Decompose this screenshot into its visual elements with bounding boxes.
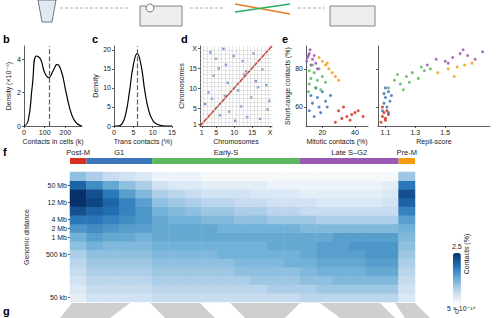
svg-text:60: 60	[295, 103, 303, 110]
svg-text:Repli-score: Repli-score	[416, 138, 452, 146]
svg-text:80: 80	[295, 65, 303, 72]
svg-text:200: 200	[60, 129, 72, 136]
svg-text:2.5: 2.5	[452, 243, 462, 250]
svg-text:50 kb: 50 kb	[50, 294, 67, 301]
svg-text:12 Mb: 12 Mb	[48, 199, 68, 206]
svg-text:Pre-M: Pre-M	[397, 148, 417, 157]
svg-text:15: 15	[189, 65, 197, 72]
svg-text:Density (×10⁻⁶): Density (×10⁻⁶)	[5, 62, 13, 110]
svg-text:0: 0	[107, 123, 111, 130]
svg-text:Mitotic contacts (%): Mitotic contacts (%)	[306, 138, 367, 146]
svg-text:f: f	[3, 146, 7, 158]
svg-text:Chromosomes: Chromosomes	[213, 138, 259, 145]
svg-text:Chromosomes: Chromosomes	[178, 63, 185, 109]
svg-text:0: 0	[112, 129, 116, 136]
svg-text:1.5: 1.5	[440, 129, 450, 136]
svg-text:Late S–G2: Late S–G2	[331, 148, 367, 157]
svg-text:1 Mb: 1 Mb	[51, 234, 67, 241]
svg-text:500 kb: 500 kb	[46, 251, 67, 258]
svg-text:5: 5	[214, 129, 218, 136]
svg-text:1.3: 1.3	[410, 129, 420, 136]
svg-text:15: 15	[168, 129, 176, 136]
svg-text:10: 10	[189, 85, 197, 92]
svg-text:Trans contacts (%): Trans contacts (%)	[114, 138, 172, 146]
svg-text:Post-M: Post-M	[66, 148, 90, 157]
svg-text:20: 20	[103, 46, 111, 53]
svg-text:Short-range contacts (%): Short-range contacts (%)	[284, 47, 292, 125]
svg-text:5: 5	[107, 103, 111, 110]
svg-text:15: 15	[103, 65, 111, 72]
svg-text:5: 5	[131, 129, 135, 136]
svg-text:G1: G1	[114, 148, 124, 157]
svg-text:100: 100	[39, 129, 51, 136]
svg-text:Contacts in cells (k): Contacts in cells (k)	[22, 138, 83, 146]
svg-text:0: 0	[17, 123, 21, 130]
svg-text:4 Mb: 4 Mb	[51, 216, 67, 223]
svg-text:Contacts (%): Contacts (%)	[463, 234, 471, 274]
svg-text:2 Mb: 2 Mb	[51, 225, 67, 232]
svg-text:0: 0	[455, 308, 459, 315]
svg-text:5 × 10⁻¹⁶: 5 × 10⁻¹⁶	[447, 305, 476, 312]
svg-text:1: 1	[200, 129, 204, 136]
svg-text:1.1: 1.1	[381, 129, 391, 136]
svg-text:10: 10	[149, 129, 157, 136]
svg-text:10: 10	[103, 84, 111, 91]
svg-text:5: 5	[193, 105, 197, 112]
svg-text:Genomic distance: Genomic distance	[23, 209, 30, 265]
svg-text:c: c	[92, 33, 98, 45]
svg-text:b: b	[3, 33, 10, 45]
svg-text:Early-S: Early-S	[214, 148, 239, 157]
svg-text:d: d	[181, 33, 188, 45]
svg-text:e: e	[282, 33, 288, 45]
svg-text:40: 40	[351, 129, 359, 136]
svg-text:Density: Density	[92, 74, 100, 98]
svg-text:X: X	[192, 45, 197, 52]
svg-text:4: 4	[17, 56, 21, 63]
svg-text:g: g	[3, 305, 10, 317]
svg-text:20: 20	[318, 129, 326, 136]
svg-text:10: 10	[230, 129, 238, 136]
svg-text:2: 2	[17, 89, 21, 96]
svg-text:0: 0	[22, 129, 26, 136]
svg-text:15: 15	[248, 129, 256, 136]
svg-text:50 Mb: 50 Mb	[48, 182, 68, 189]
svg-text:1: 1	[193, 121, 197, 128]
svg-text:X: X	[268, 129, 273, 136]
